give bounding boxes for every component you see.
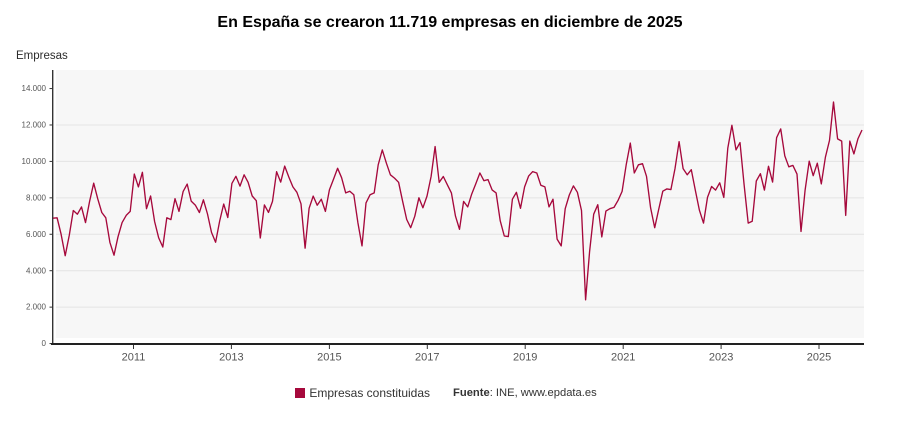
svg-text:2011: 2011 <box>122 352 146 364</box>
svg-text:8.000: 8.000 <box>26 193 47 202</box>
svg-text:2015: 2015 <box>317 352 341 364</box>
svg-text:12.000: 12.000 <box>22 121 47 130</box>
svg-text:2.000: 2.000 <box>26 303 47 312</box>
svg-text:10.000: 10.000 <box>22 157 47 166</box>
svg-text:2025: 2025 <box>807 352 831 364</box>
svg-text:6.000: 6.000 <box>26 230 47 239</box>
svg-text:4.000: 4.000 <box>26 266 47 275</box>
svg-text:2013: 2013 <box>219 352 243 364</box>
svg-text:14.000: 14.000 <box>22 84 47 93</box>
svg-text:2021: 2021 <box>611 352 635 364</box>
svg-text:2023: 2023 <box>709 352 733 364</box>
svg-text:0: 0 <box>42 339 47 348</box>
svg-text:2019: 2019 <box>513 352 537 364</box>
svg-text:2017: 2017 <box>415 352 439 364</box>
